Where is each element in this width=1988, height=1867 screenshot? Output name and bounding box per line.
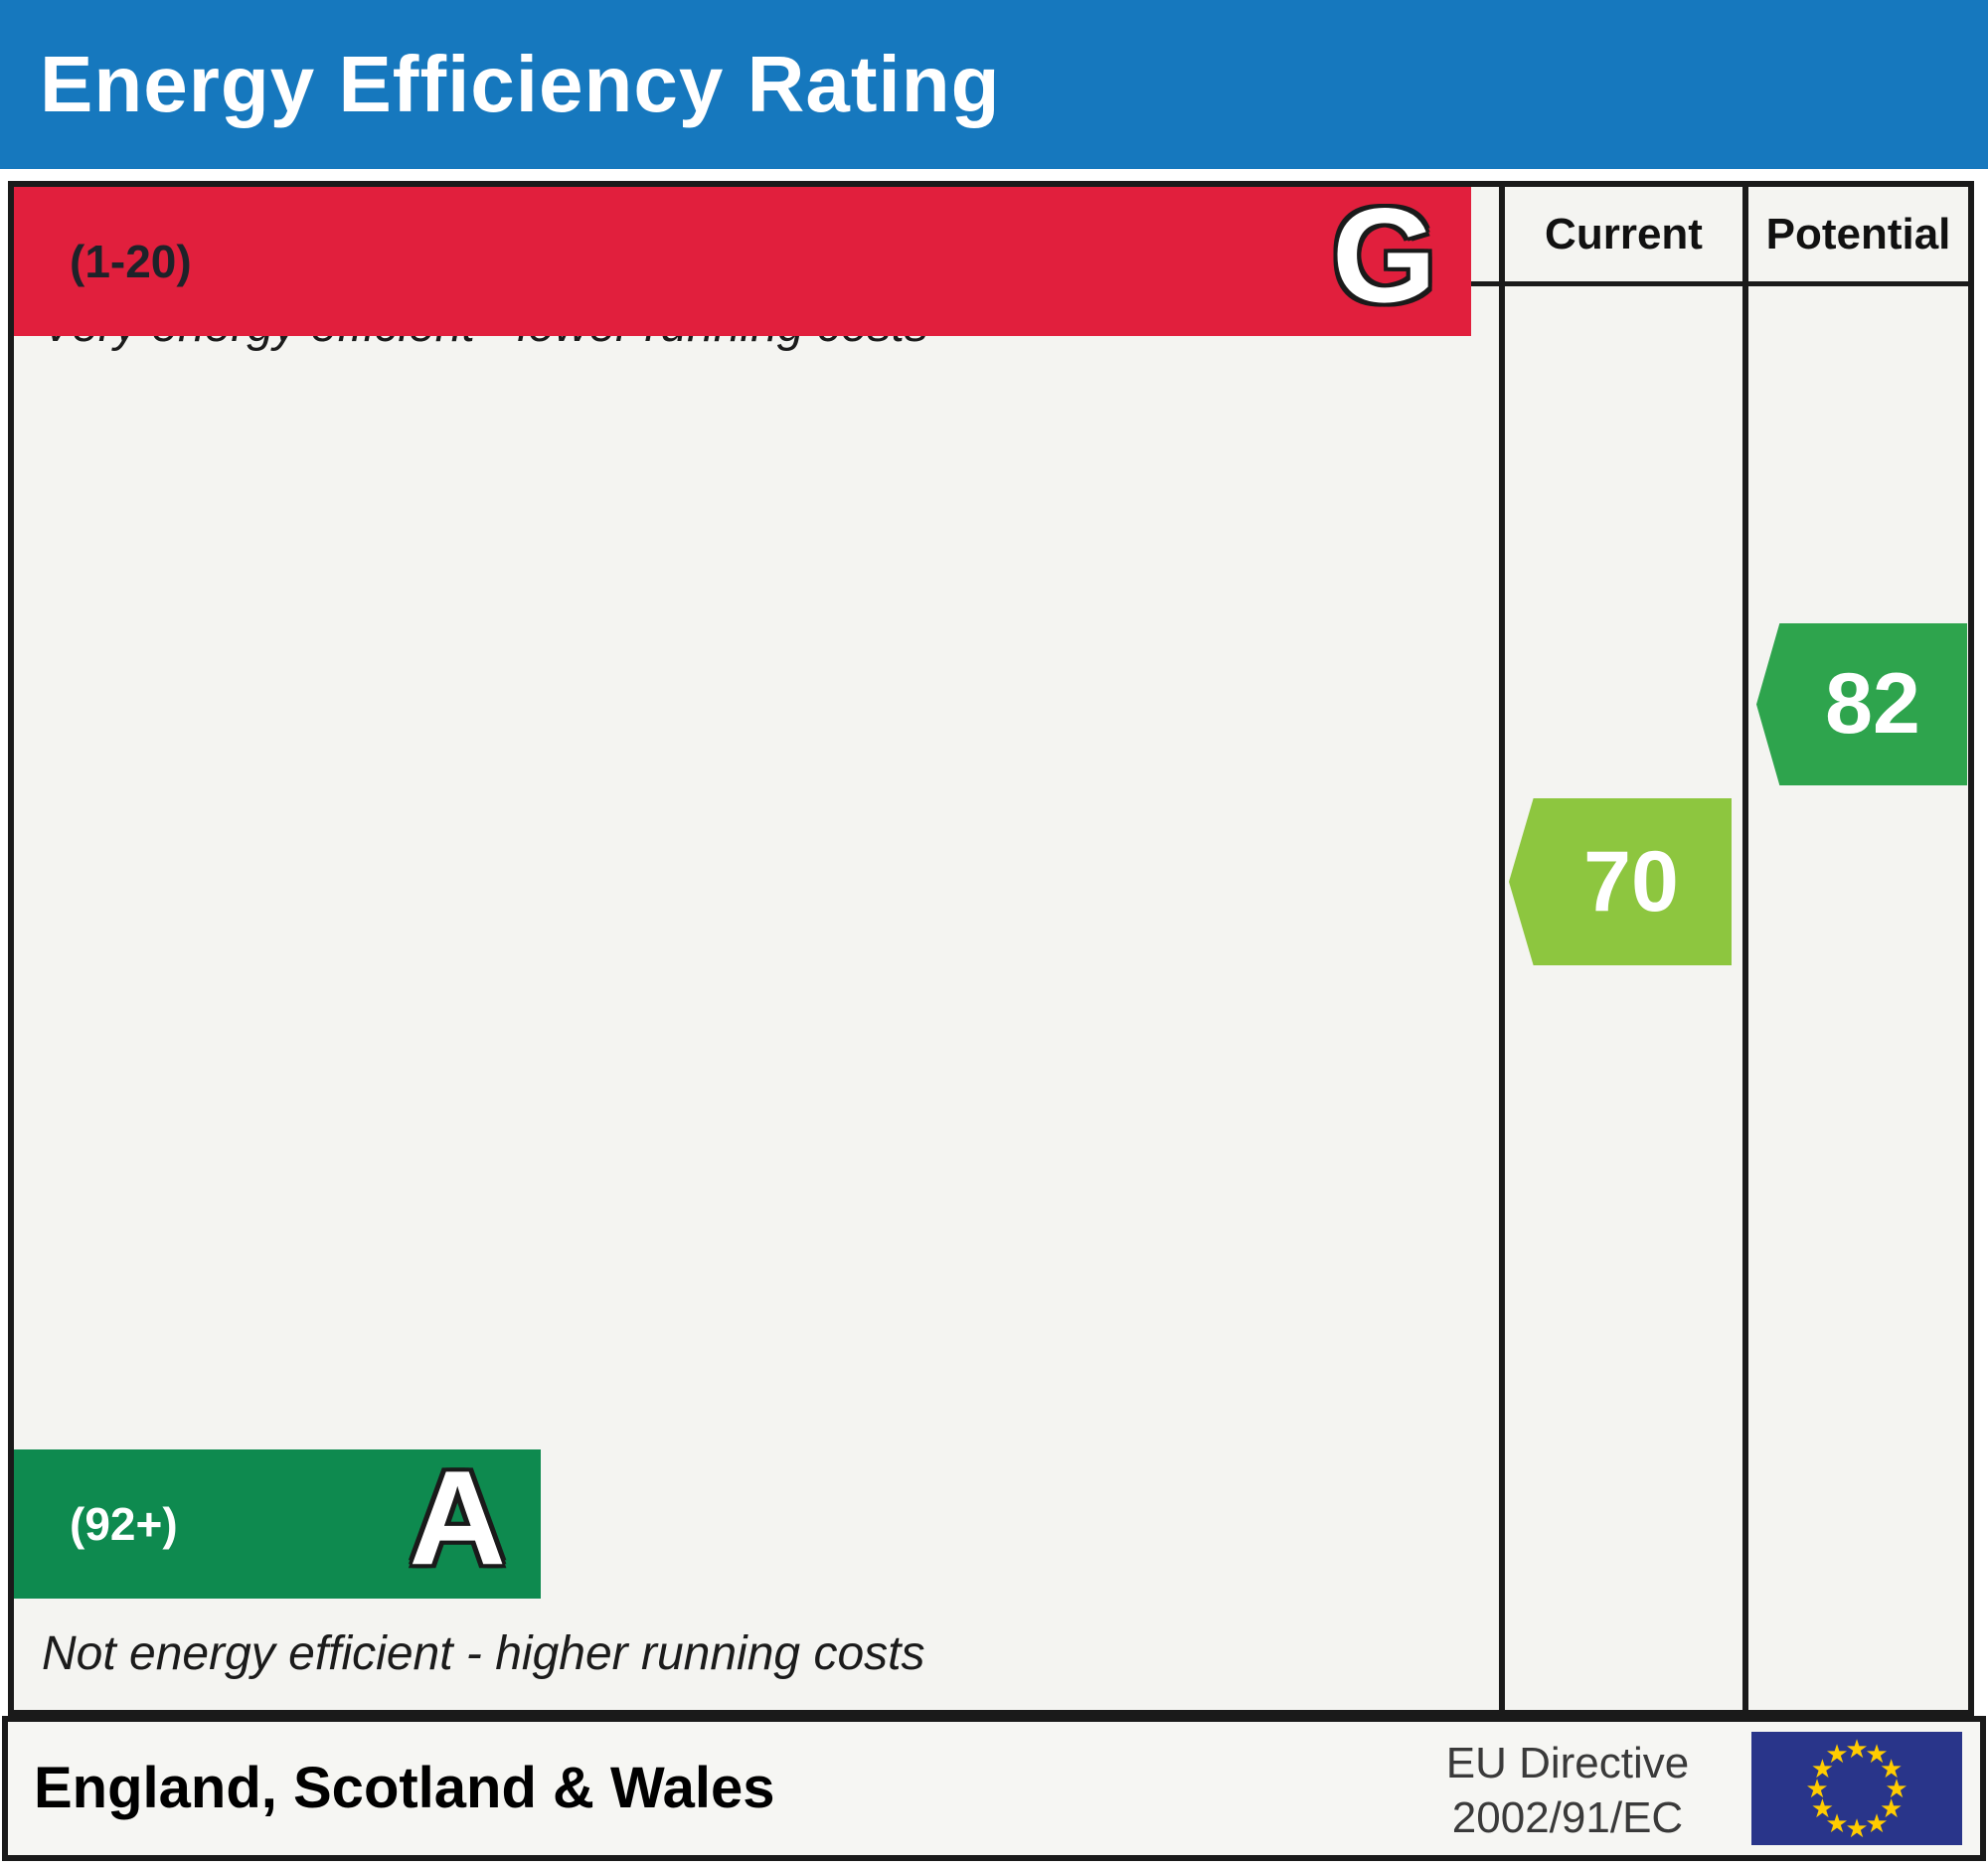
eu-star-icon: ★: [1845, 1734, 1869, 1764]
eu-star-icon: ★: [1825, 1807, 1849, 1838]
eu-star-icon: ★: [1865, 1807, 1889, 1838]
band-range-label: (92+): [70, 1498, 178, 1550]
rating-table: Current Potential Very energy efficient …: [8, 180, 1974, 1716]
potential-rating-badge: 82: [1756, 623, 1967, 785]
eu-flag-icon: ★ ★ ★ ★ ★ ★ ★ ★ ★ ★ ★ ★: [1751, 1732, 1962, 1845]
page-title: Energy Efficiency Rating: [40, 40, 1001, 128]
eu-star-icon: ★: [1865, 1739, 1889, 1770]
column-divider-current: [1499, 187, 1505, 1710]
potential-rating-value: 82: [1825, 656, 1920, 752]
title-banner: Energy Efficiency Rating: [0, 0, 1988, 169]
eu-directive-line2: 2002/91/EC: [1451, 1793, 1684, 1842]
eu-directive-line1: EU Directive: [1445, 1739, 1690, 1787]
region-label: England, Scotland & Wales: [34, 1756, 775, 1820]
band-letter: A: [409, 1443, 507, 1594]
band-row-g: (1-20) G: [14, 180, 1471, 336]
eu-star-icon: ★: [1805, 1774, 1829, 1803]
band-range-label: (1-20): [70, 236, 192, 287]
footer-bar: England, Scotland & Wales EU Directive 2…: [2, 1716, 1986, 1861]
band-letter: G: [1331, 180, 1436, 331]
eu-directive-label: EU Directive 2002/91/EC: [1404, 1736, 1732, 1845]
eu-star-icon: ★: [1810, 1793, 1835, 1823]
column-header-potential: Potential: [1765, 210, 1951, 258]
eu-star-icon: ★: [1845, 1813, 1869, 1843]
column-divider-potential: [1742, 187, 1748, 1710]
current-rating-badge: 70: [1509, 798, 1732, 965]
eu-star-icon: ★: [1879, 1754, 1904, 1783]
bottom-efficiency-note: Not energy efficient - higher running co…: [42, 1627, 925, 1680]
current-rating-value: 70: [1583, 833, 1679, 930]
column-header-current: Current: [1545, 210, 1703, 258]
eu-star-icon: ★: [1879, 1793, 1904, 1823]
eu-star-icon: ★: [1810, 1754, 1835, 1783]
eu-star-icon: ★: [1825, 1739, 1849, 1770]
eu-star-icon: ★: [1885, 1774, 1908, 1803]
band-row-a: (92+) A: [14, 1443, 541, 1599]
